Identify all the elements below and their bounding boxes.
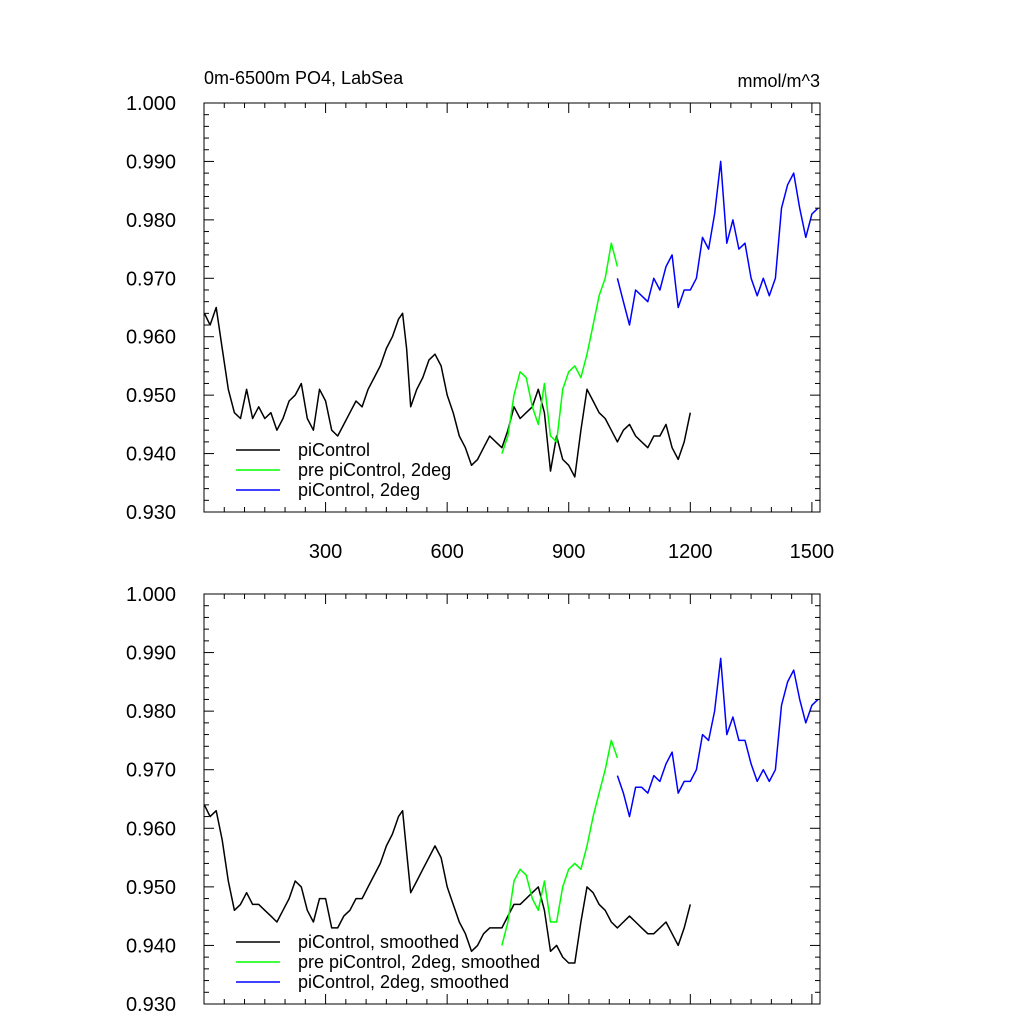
y-tick-label: 0.940 [126, 935, 176, 957]
top-panel-units: mmol/m^3 [738, 71, 820, 91]
y-tick-label: 0.980 [126, 701, 176, 723]
legend-label-picontrol-2deg-smoothed: piControl, 2deg, smoothed [298, 972, 509, 992]
series-line-2 [616, 160, 819, 326]
x-tick-label: 1200 [668, 541, 713, 563]
top-panel-ticks [204, 102, 820, 513]
bottom-panel-y-tick-labels: 0.930 0.940 0.950 0.960 0.970 0.980 0.99… [126, 584, 176, 1016]
bottom-panel-legend: piControl, smoothed pre piControl, 2deg,… [236, 932, 540, 992]
legend-label-pre-picontrol-2deg: pre piControl, 2deg [298, 460, 451, 480]
y-tick-label: 0.990 [126, 643, 176, 665]
legend-label-pre-picontrol-2deg-smoothed: pre piControl, 2deg, smoothed [298, 952, 540, 972]
x-tick-label: 1500 [790, 541, 835, 563]
x-tick-label: 900 [552, 541, 585, 563]
y-tick-label: 1.000 [126, 93, 176, 115]
bottom-panel: 0.930 0.940 0.950 0.960 0.970 0.980 0.99… [126, 584, 821, 1016]
legend-label-picontrol: piControl [298, 440, 370, 460]
top-panel-series [203, 160, 819, 478]
series-line-1 [501, 739, 619, 946]
y-tick-label: 0.940 [126, 444, 176, 466]
legend-label-picontrol-2deg: piControl, 2deg [298, 480, 420, 500]
top-panel-frame [203, 102, 821, 513]
legend-label-picontrol-smoothed: piControl, smoothed [298, 932, 459, 952]
x-tick-label: 600 [431, 541, 464, 563]
top-panel-y-tick-labels: 0.930 0.940 0.950 0.960 0.970 0.980 0.99… [126, 93, 176, 524]
bottom-panel-frame [203, 593, 821, 1005]
y-tick-label: 0.970 [126, 268, 176, 290]
y-tick-label: 1.000 [126, 584, 176, 606]
series-line-1 [501, 242, 619, 454]
bottom-panel-ticks [204, 593, 820, 1005]
y-tick-label: 0.990 [126, 151, 176, 173]
y-tick-label: 0.930 [126, 502, 176, 524]
y-tick-label: 0.980 [126, 210, 176, 232]
series-line-0 [203, 804, 692, 964]
series-line-2 [616, 657, 819, 818]
top-panel-title: 0m-6500m PO4, LabSea [204, 68, 404, 88]
y-tick-label: 0.960 [126, 327, 176, 349]
series-line-0 [203, 306, 692, 478]
top-panel-legend: piControl pre piControl, 2deg piControl,… [236, 440, 451, 500]
x-tick-label: 300 [309, 541, 342, 563]
y-tick-label: 0.950 [126, 385, 176, 407]
top-panel-x-tick-labels: 300 600 900 1200 1500 [309, 541, 834, 563]
y-tick-label: 0.950 [126, 877, 176, 899]
y-tick-label: 0.970 [126, 760, 176, 782]
bottom-panel-series [203, 657, 819, 964]
y-tick-label: 0.930 [126, 994, 176, 1016]
y-tick-label: 0.960 [126, 818, 176, 840]
top-panel: 0m-6500m PO4, LabSea mmol/m^3 0.930 0.94… [126, 68, 834, 563]
